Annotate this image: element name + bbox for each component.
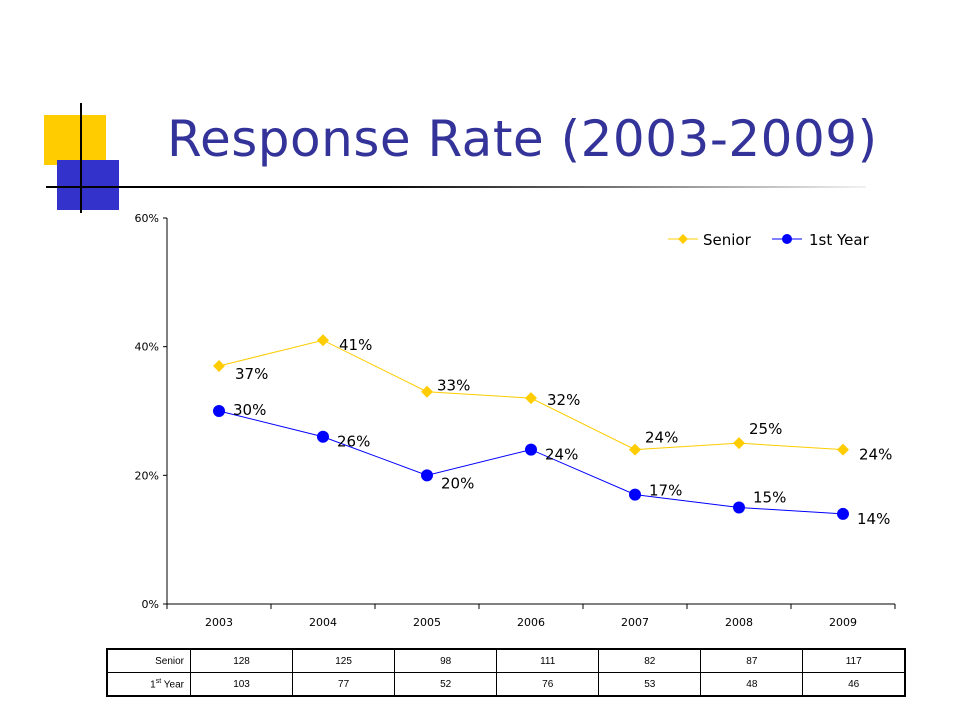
data-table: Senior 128 125 98 111 82 87 117 1st Year 103 77 52 7… [106,648,906,697]
x-tick-label: 2003 [205,616,233,629]
data-label: 15% [753,489,786,507]
legend-label: 1st Year [809,231,870,249]
data-point [317,334,329,347]
x-tick-label: 2006 [517,616,545,629]
decor-blue-square [57,160,119,210]
data-label: 24% [645,429,678,447]
chart-legend: Senior 1st Year [668,231,870,249]
data-label: 37% [235,365,268,383]
table-row: Senior 128 125 98 111 82 87 117 [106,648,906,673]
data-label: 41% [339,336,372,354]
table-cell: 77 [292,672,396,697]
data-point [525,392,537,405]
table-cell: 52 [394,672,498,697]
x-tick-label: 2005 [413,616,441,629]
chart-series: 37% 41% 33% 32% 24% 25% 24% 30% 26% 20% 24% 17% 15% 1… [213,334,892,528]
data-label: 25% [749,420,782,438]
chart-axes: 0% 20% 40% 60% 2003 2004 2005 2006 2007 2008 2009 [135,212,896,629]
y-tick-label: 20% [135,469,159,482]
table-cell: 125 [292,648,396,673]
table-cell: 117 [802,648,906,673]
data-point [837,507,849,520]
slide-title: Response Rate (2003-2009) [167,110,878,168]
series-senior: 37% 41% 33% 32% 24% 25% 24% [213,334,892,464]
table-cell: 76 [496,672,600,697]
data-label: 17% [649,482,682,500]
data-label: 33% [437,377,470,395]
legend-marker [678,234,688,244]
x-tick-label: 2007 [621,616,649,629]
y-tick-label: 60% [135,212,159,225]
table-cell: 111 [496,648,600,673]
title-underline [46,186,866,188]
data-label: 24% [545,446,578,464]
data-point [421,385,433,398]
table-cell: 46 [802,672,906,697]
data-point [213,405,225,417]
data-point [733,437,745,450]
data-point [213,359,225,372]
data-point [733,501,745,514]
table-cell: 128 [189,648,294,673]
data-point [525,443,537,456]
table-row: 1st Year 103 77 52 76 53 48 46 [106,672,906,697]
series-first-year: 30% 26% 20% 24% 17% 15% 14% [213,401,890,528]
table-cell: 82 [598,648,702,673]
table-cell: 98 [394,648,498,673]
table-cell: 87 [700,648,804,673]
data-label: 26% [337,433,370,451]
table-cell: 53 [598,672,702,697]
legend-item: 1st Year [772,231,870,249]
legend-label: Senior [703,231,752,249]
row-label: Senior [106,648,191,673]
x-tick-label: 2009 [829,616,857,629]
data-label: 30% [233,401,266,419]
data-label: 20% [441,474,474,492]
table-cell: 48 [700,672,804,697]
data-label: 14% [857,510,890,528]
data-point [629,443,641,456]
y-tick-label: 0% [142,598,159,611]
data-label: 32% [547,391,580,409]
decor-vertical-line [80,103,82,213]
data-label: 24% [859,446,892,464]
legend-item: Senior [668,231,752,249]
legend-marker [782,234,792,244]
data-point [421,469,433,482]
table-cell: 103 [189,672,294,697]
data-point [837,443,849,456]
y-tick-label: 40% [135,341,159,354]
data-point [629,488,641,501]
line-chart: 0%20%40%60%2003 2004 2005 2006 2007 2008 2009 … [135,212,896,629]
x-tick-label: 2004 [309,616,337,629]
data-point [317,430,329,443]
row-label: 1st Year [106,672,191,697]
x-tick-label: 2008 [725,616,753,629]
decor-yellow-square [44,115,106,165]
